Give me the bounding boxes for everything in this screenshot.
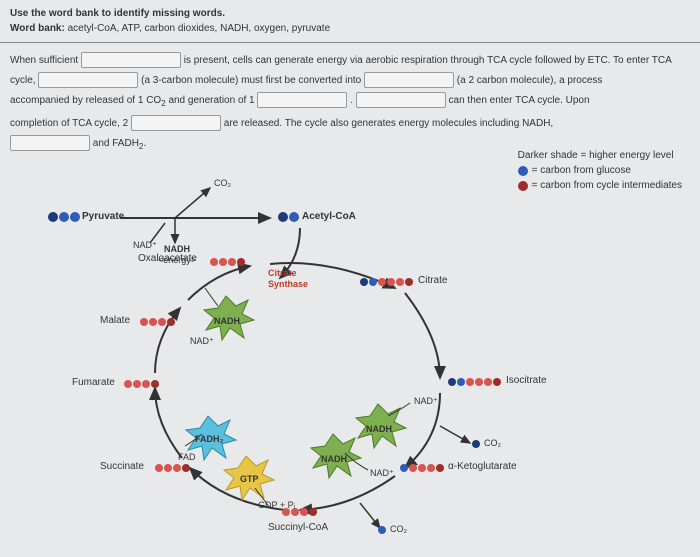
label-malate: Malate [100,315,130,326]
label-acetylcoa: Acetyl-CoA [302,211,356,222]
blank-input-6[interactable] [131,115,221,131]
label-isocitrate: Isocitrate [506,375,547,386]
label-citrate-synthase: Citrate Synthase [268,268,308,290]
text: are released. The cycle also generates e… [224,118,553,129]
text: can then enter TCA cycle. Upon [449,95,590,106]
text: When sufficient [10,55,81,66]
label-succinate: Succinate [100,461,144,472]
akg-dots [400,464,444,472]
text: is present, cells can generate energy vi… [184,55,672,66]
malate-dots [140,318,175,326]
label-gdp: GDP + Pᵢ [258,500,295,510]
acetylcoa-dots [278,212,299,222]
label-gtp: GTP [240,474,259,484]
cycle-svg [0,148,700,557]
label-nadh-1: NADH [164,244,190,254]
label-co2-top: CO₂ [214,178,231,188]
citrate-dots [360,278,413,286]
blank-input-5[interactable] [356,92,446,108]
text: (a 3-carbon molecule) must first be conv… [141,75,364,86]
label-co2-2: CO₂ [390,524,407,534]
isocitrate-dots [448,378,501,386]
text: . [350,95,356,106]
co2-dot-2 [378,526,386,534]
label-succoa: Succinyl-CoA [268,522,328,533]
label-nad-1: NAD⁺ [133,240,157,251]
wordbank-items: acetyl-CoA, ATP, carbon dioxides, NADH, … [68,23,331,34]
divider [0,42,700,43]
label-fad: FAD [178,452,196,462]
text: completion of TCA cycle, 2 [10,118,131,129]
label-fadh2: FADH₂ [195,434,224,444]
label-pyruvate: Pyruvate [82,211,124,222]
label-nadh-4: NADH [321,454,347,464]
label-co2-1: CO₂ [484,438,501,448]
subscript: 2 [161,99,165,108]
blank-input-3[interactable] [364,72,454,88]
oxaloacetate-dots [210,258,245,266]
label-citrate: Citrate [418,275,447,286]
text: accompanied by released of 1 CO [10,95,161,106]
label-nad-2: NAD⁺ [190,336,214,347]
blank-input-4[interactable] [257,92,347,108]
tca-cycle-diagram: Darker shade = higher energy level = car… [0,148,700,557]
label-akg: α-Ketoglutarate [448,461,517,472]
blank-input-2[interactable] [38,72,138,88]
fill-paragraph: When sufficient is present, cells can ge… [0,47,700,163]
wordbank: Word bank: acetyl-CoA, ATP, carbon dioxi… [10,23,690,34]
label-nad-4: NAD⁺ [370,468,394,479]
text: and generation of 1 [168,95,257,106]
pyruvate-dots [48,212,80,222]
blank-input-1[interactable] [81,52,181,68]
succinate-dots [155,464,190,472]
label-nad-3: NAD⁺ [414,396,438,407]
label-energy: <energy> [158,255,196,265]
text: (a 2 carbon molecule), a process [457,75,603,86]
instruction-title: Use the word bank to identify missing wo… [10,8,690,19]
wordbank-label: Word bank: [10,23,65,34]
text: cycle, [10,75,38,86]
label-nadh-2: NADH [214,316,240,326]
fumarate-dots [124,380,159,388]
label-fumarate: Fumarate [72,377,115,388]
co2-dot-1 [472,440,480,448]
label-nadh-3: NADH [366,424,392,434]
